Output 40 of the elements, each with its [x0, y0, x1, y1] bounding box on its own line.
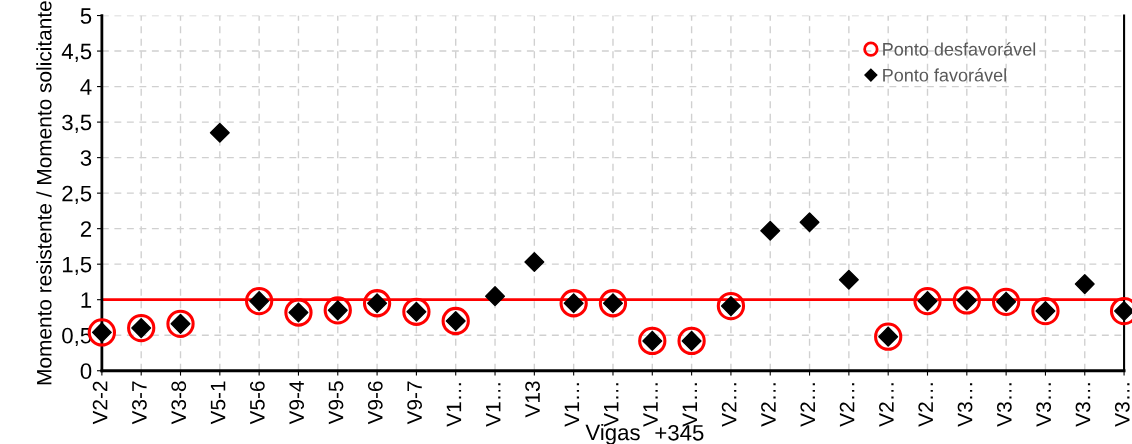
- x-tick-label: V9-4: [289, 381, 305, 425]
- x-tick-label: V13: [525, 381, 540, 418]
- x-tick-label: V1…: [643, 383, 658, 427]
- x-tick-label: V1…: [446, 383, 462, 427]
- x-tick-label: V2-2: [92, 381, 108, 425]
- x-tick-label: V1…: [682, 383, 697, 427]
- x-tick-label: V3…: [1036, 383, 1052, 427]
- y-tick-label: 0: [80, 363, 92, 380]
- x-tick-label: V9-7: [407, 381, 422, 425]
- x-tick-label: V3-7: [132, 381, 147, 425]
- x-tick-label: V2…: [721, 383, 737, 427]
- y-tick-label: 3: [80, 150, 92, 166]
- y-tick-label: 1,5: [62, 256, 92, 276]
- x-tick-label: V3-8: [171, 381, 187, 425]
- legend-label: Ponto desfavorável: [883, 42, 1036, 56]
- x-tick-label: V3…: [996, 383, 1012, 427]
- x-tick-label: V9-5: [328, 381, 344, 425]
- y-tick-label: 4,5: [61, 43, 92, 62]
- x-tick-label: V5-6: [249, 381, 265, 425]
- x-tick-label: V2…: [879, 383, 894, 427]
- y-tick-label: 1: [81, 292, 92, 308]
- x-tick-label: V2…: [800, 383, 815, 427]
- x-tick-label: V2…: [839, 383, 855, 427]
- y-tick-label: 4: [80, 79, 92, 95]
- x-tick-label: V9-6: [367, 381, 383, 425]
- x-tick-label: V3…: [1075, 383, 1091, 427]
- y-tick-label: 5: [80, 8, 92, 24]
- x-tick-label: V1…: [486, 383, 501, 427]
- legend-label: Ponto favorável: [883, 68, 1006, 82]
- text: +345: [655, 424, 704, 441]
- x-tick-label: V3…: [957, 383, 973, 427]
- x-tick-label: V2…: [761, 383, 776, 427]
- x-tick-label: V3…: [1114, 383, 1130, 427]
- y-tick-label: 3,5: [62, 114, 92, 133]
- y-tick-label: 2: [80, 221, 92, 237]
- x-tick-label: V5-1: [210, 381, 226, 425]
- y-axis-title: Momento resistente / Momento solicitante: [36, 1, 52, 385]
- x-tick-label: V1…: [564, 383, 580, 427]
- y-tick-label: 2,5: [62, 185, 92, 205]
- x-tick-label: V2…: [918, 383, 933, 427]
